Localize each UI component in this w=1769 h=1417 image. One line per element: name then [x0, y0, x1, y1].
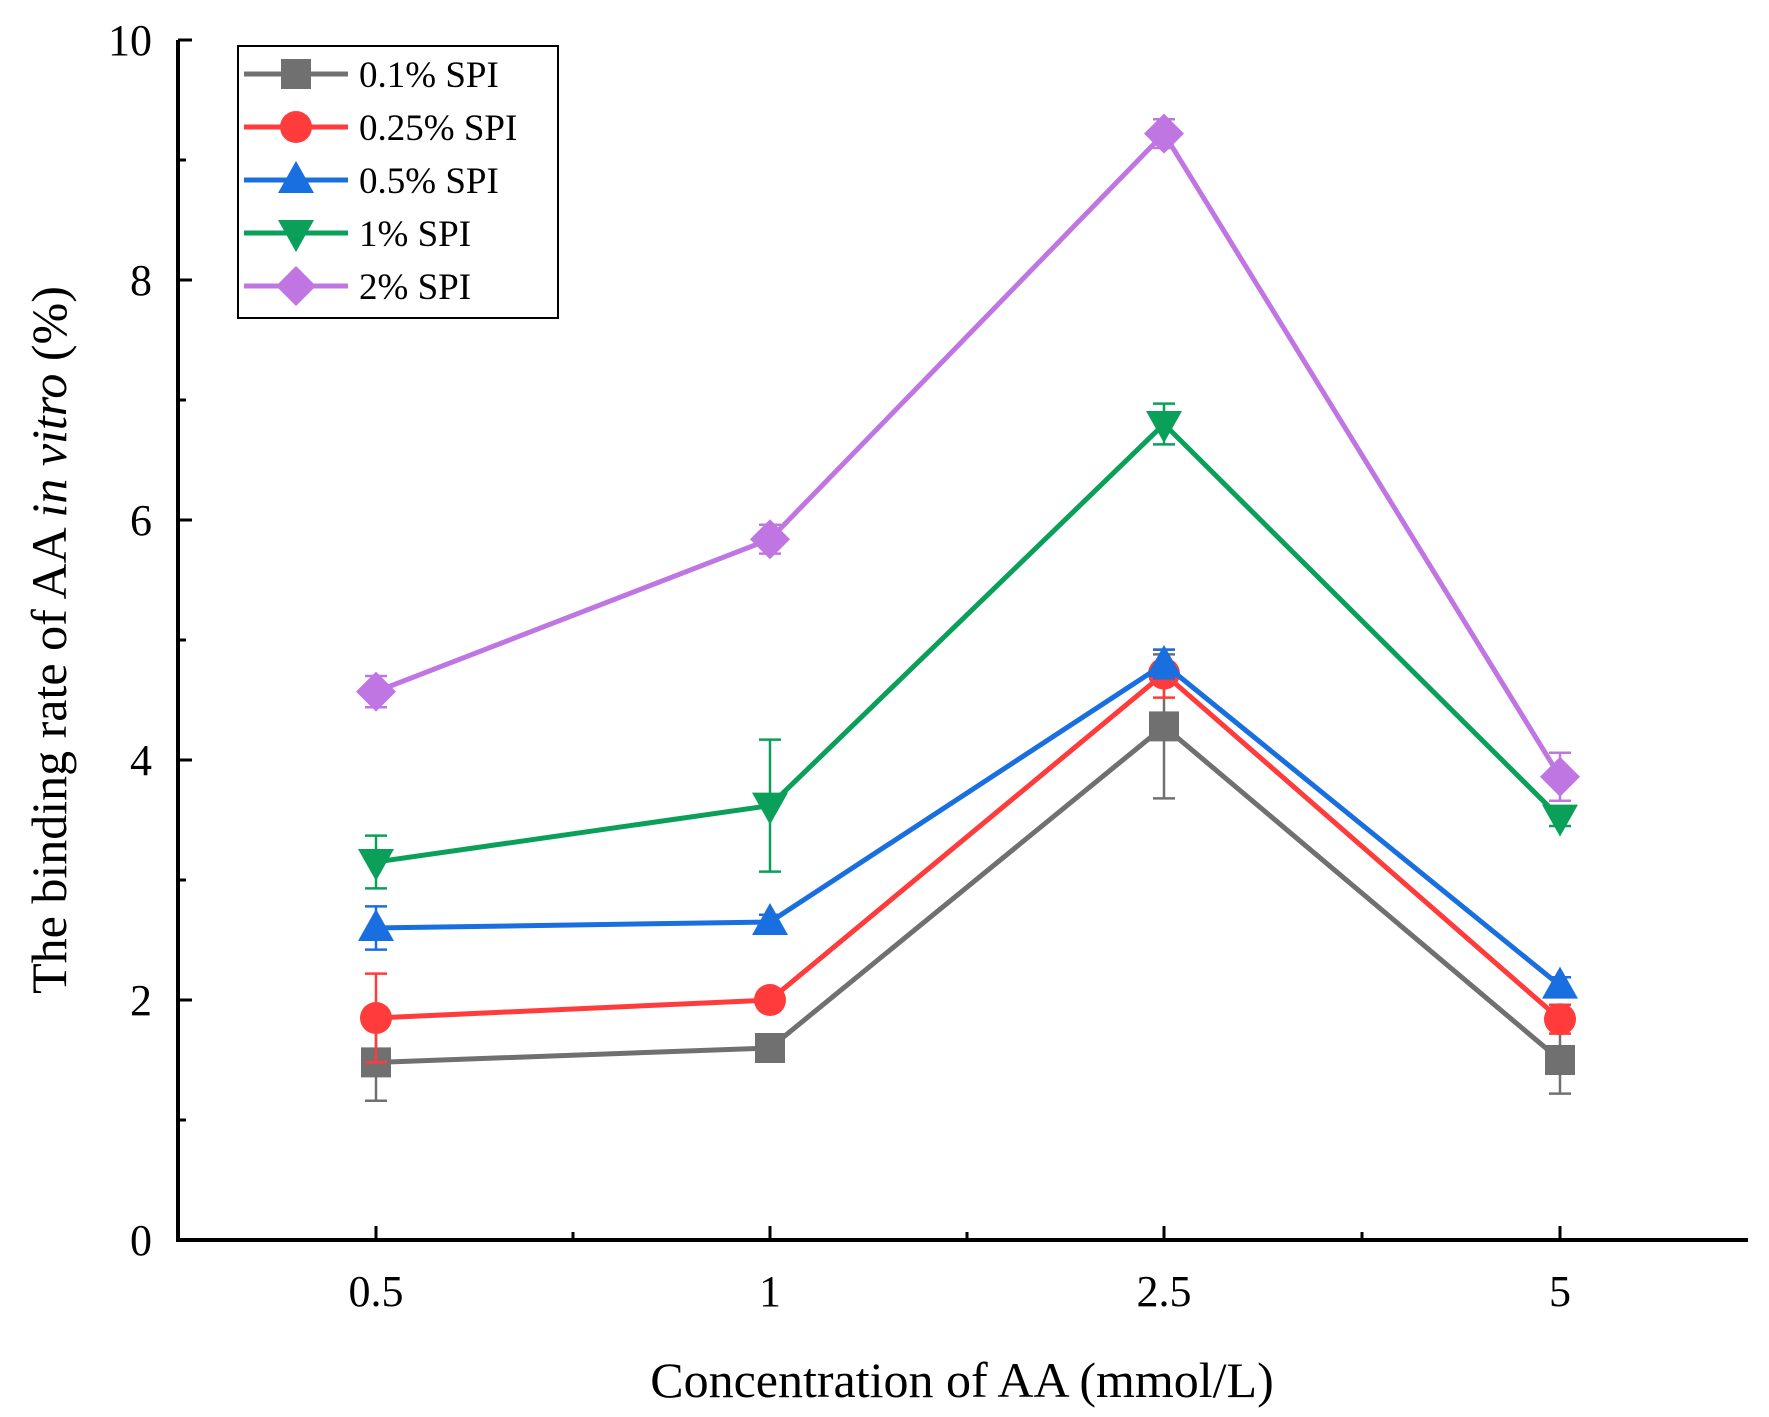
- x-tick-label: 0.5: [349, 1267, 404, 1316]
- data-point: [1542, 804, 1578, 837]
- legend-item: 0.25% SPI: [244, 108, 517, 149]
- legend-marker: [278, 161, 314, 193]
- series-layer: [356, 113, 1580, 1103]
- series-line: [375, 129, 1563, 779]
- series-line: [375, 723, 1562, 1065]
- series-1-spi: [358, 402, 1578, 890]
- data-point: [1146, 411, 1182, 443]
- y-tick-label: 8: [130, 256, 152, 305]
- data-point: [752, 792, 788, 825]
- y-tick-label: 4: [130, 736, 152, 785]
- y-axis-title-suffix: (%): [21, 286, 77, 373]
- data-point: [1146, 645, 1182, 677]
- data-point: [358, 849, 394, 881]
- series-line: [375, 420, 1562, 865]
- data-point: [1540, 756, 1580, 797]
- x-ticks: 0.5 1 2.5 5: [349, 1226, 1571, 1316]
- legend-item: 2% SPI: [244, 266, 471, 308]
- legend-label: 0.25% SPI: [359, 108, 517, 149]
- data-point: [1149, 711, 1179, 742]
- series-line: [375, 670, 1562, 1022]
- y-axis-title: The binding rate of AA in vitro (%): [21, 286, 77, 994]
- data-point: [356, 671, 396, 712]
- data-point: [755, 1033, 785, 1063]
- legend-marker: [276, 266, 316, 306]
- series-0-1-spi: [361, 653, 1575, 1103]
- y-tick-label: 6: [130, 496, 152, 545]
- series-0-5-spi: [358, 645, 1578, 999]
- legend-marker: [280, 111, 312, 143]
- legend: 0.1% SPI 0.25% SPI 0.5% SPI 1% SPI 2% SPI: [237, 45, 559, 319]
- data-point: [360, 1002, 392, 1034]
- legend-marker: [281, 59, 311, 89]
- data-point: [358, 909, 394, 941]
- legend-item: 1% SPI: [244, 214, 471, 255]
- series-2-spi: [356, 113, 1580, 803]
- y-ticks: 0 2 4 6 8 10: [108, 16, 192, 1265]
- x-axis-title: Concentration of AA (mmol/L): [650, 1352, 1274, 1408]
- x-tick-label: 2.5: [1137, 1267, 1192, 1316]
- y-axis-title-italic: in vitro: [21, 374, 77, 518]
- data-point: [1545, 1045, 1575, 1075]
- legend-item: 0.1% SPI: [244, 55, 499, 96]
- y-axis-title-prefix: The binding rate of AA: [21, 518, 77, 994]
- legend-item: 0.5% SPI: [244, 161, 499, 202]
- y-tick-label: 2: [130, 976, 152, 1025]
- legend-label: 2% SPI: [359, 267, 471, 308]
- y-tick-label: 10: [108, 16, 152, 65]
- legend-marker: [278, 220, 314, 252]
- y-tick-label: 0: [130, 1216, 152, 1265]
- data-point: [752, 903, 788, 935]
- legend-label: 0.1% SPI: [359, 55, 499, 96]
- series-line: [375, 660, 1562, 988]
- x-tick-label: 1: [759, 1267, 781, 1316]
- legend-label: 1% SPI: [359, 214, 471, 255]
- data-point: [1544, 1003, 1576, 1036]
- data-point: [1144, 113, 1184, 154]
- data-point: [754, 984, 786, 1016]
- data-point: [750, 519, 790, 560]
- series-0-25-spi: [360, 648, 1576, 1064]
- x-tick-label: 5: [1549, 1267, 1571, 1316]
- legend-label: 0.5% SPI: [359, 161, 499, 202]
- data-point: [1542, 966, 1578, 999]
